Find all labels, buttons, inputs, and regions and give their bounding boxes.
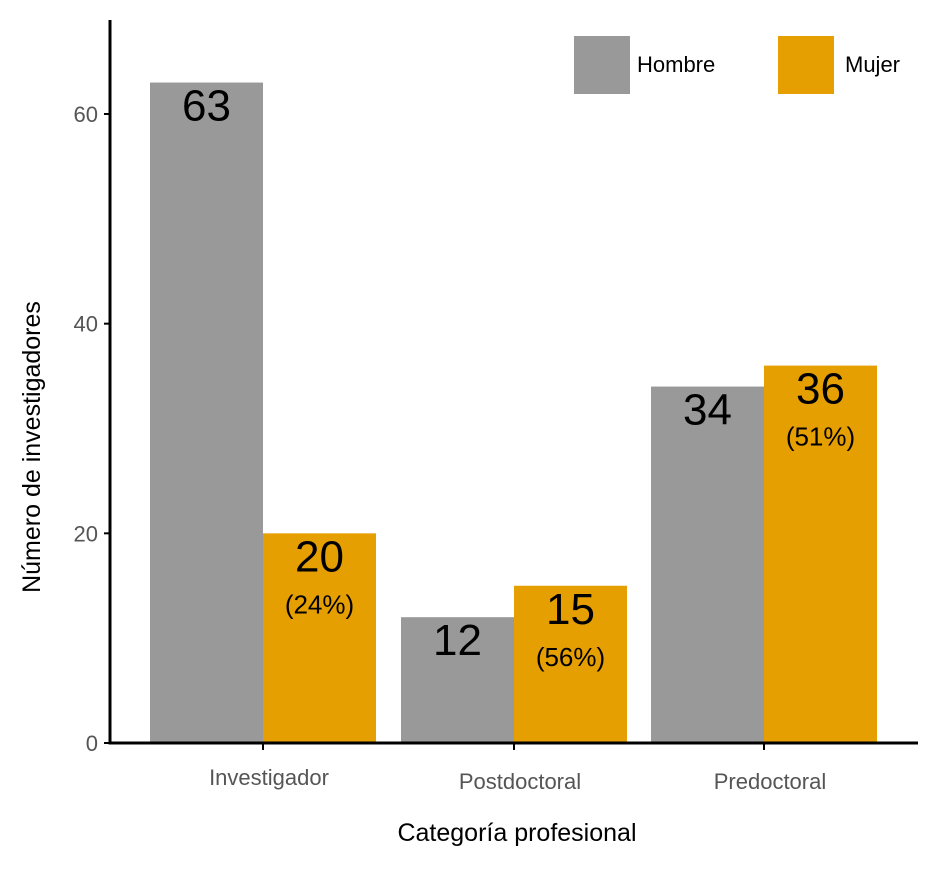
x-tick-label-postdoctoral: Postdoctoral: [459, 769, 581, 794]
y-tick-label: 60: [74, 102, 98, 127]
bar-hombre-postdoctoral: [401, 617, 514, 743]
bar-mujer-predoctoral: [764, 365, 877, 743]
y-axis-ticks: 0 20 40 60: [74, 102, 110, 756]
legend: Hombre Mujer: [574, 36, 900, 94]
value-label-mujer-predoctoral: 36: [796, 365, 845, 414]
y-tick-label: 0: [86, 731, 98, 756]
value-label-hombre-postdoctoral: 12: [433, 616, 482, 665]
bar-hombre-predoctoral: [651, 386, 764, 743]
bar-mujer-investigador: [263, 533, 376, 743]
x-axis-title: Categoría profesional: [397, 819, 636, 847]
bar-mujer-postdoctoral: [514, 585, 627, 743]
legend-label-mujer: Mujer: [845, 52, 900, 77]
bar-hombre-investigador: [150, 82, 263, 744]
y-tick-label: 20: [74, 521, 98, 546]
y-axis-title: Número de investigadores: [18, 301, 46, 593]
pct-label-mujer-predoctoral: (51%): [786, 422, 855, 452]
value-label-hombre-investigador: 63: [182, 82, 231, 131]
legend-swatch-mujer: [778, 36, 834, 94]
y-tick-label: 40: [74, 312, 98, 337]
value-label-mujer-postdoctoral: 15: [546, 585, 595, 634]
value-label-mujer-investigador: 20: [295, 532, 344, 581]
value-label-hombre-predoctoral: 34: [683, 386, 732, 435]
x-tick-label-predoctoral: Predoctoral: [714, 769, 827, 794]
x-tick-label-investigador: Investigador: [209, 765, 329, 790]
legend-label-hombre: Hombre: [637, 52, 715, 77]
bars-layer: [150, 82, 877, 744]
pct-label-mujer-investigador: (24%): [285, 589, 354, 619]
legend-swatch-hombre: [574, 36, 630, 94]
value-labels-layer: 63 20 (24%) 12 15 (56%) 34 36 (51%): [182, 82, 855, 672]
pct-label-mujer-postdoctoral: (56%): [536, 642, 605, 672]
x-axis-ticks: Investigador Postdoctoral Predoctoral: [209, 744, 826, 794]
